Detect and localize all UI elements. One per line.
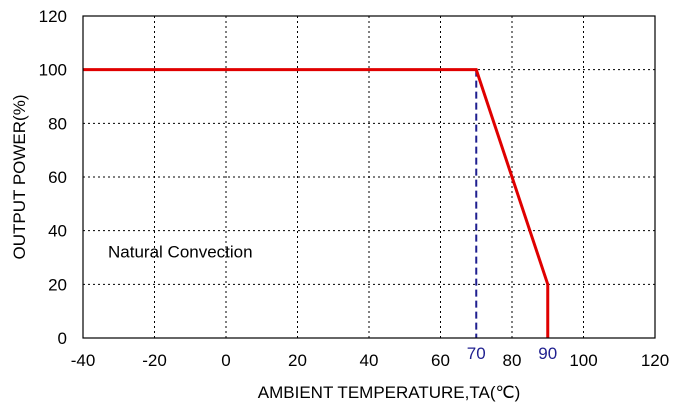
y-axis-title: OUTPUT POWER(%) bbox=[10, 95, 29, 260]
x-tick-label: 120 bbox=[641, 351, 669, 370]
mark-labels: 70 90 bbox=[467, 344, 557, 363]
x-tick-label: 80 bbox=[503, 351, 522, 370]
x-tick-label: 20 bbox=[288, 351, 307, 370]
point-label: 90 bbox=[538, 344, 557, 363]
x-tick-label: 0 bbox=[221, 351, 230, 370]
series-layer bbox=[83, 68, 550, 338]
y-tick-label: 100 bbox=[39, 61, 67, 80]
y-tick-label: 40 bbox=[48, 222, 67, 241]
annotations: Natural Convection bbox=[108, 243, 253, 262]
x-tick-label: 40 bbox=[360, 351, 379, 370]
y-tick-label: 80 bbox=[48, 114, 67, 133]
annotation-text: Natural Convection bbox=[108, 243, 253, 262]
x-tick-label: 60 bbox=[431, 351, 450, 370]
y-tick-label: 20 bbox=[48, 275, 67, 294]
plot-frame bbox=[82, 15, 656, 339]
x-axis-title: AMBIENT TEMPERATURE,TA(℃) bbox=[258, 383, 520, 402]
x-tick-labels: -40 -20 0 20 40 60 80 100 120 bbox=[71, 351, 669, 370]
x-tick-label: -40 bbox=[71, 351, 96, 370]
x-tick-label: 100 bbox=[569, 351, 597, 370]
x-tick-label: -20 bbox=[142, 351, 167, 370]
y-tick-labels: 0 20 40 60 80 100 120 bbox=[39, 7, 67, 348]
y-tick-label: 60 bbox=[48, 168, 67, 187]
y-tick-label: 0 bbox=[58, 329, 67, 348]
series-line bbox=[83, 68, 550, 338]
y-tick-label: 120 bbox=[39, 7, 67, 26]
reference-line-label: 70 bbox=[467, 344, 486, 363]
